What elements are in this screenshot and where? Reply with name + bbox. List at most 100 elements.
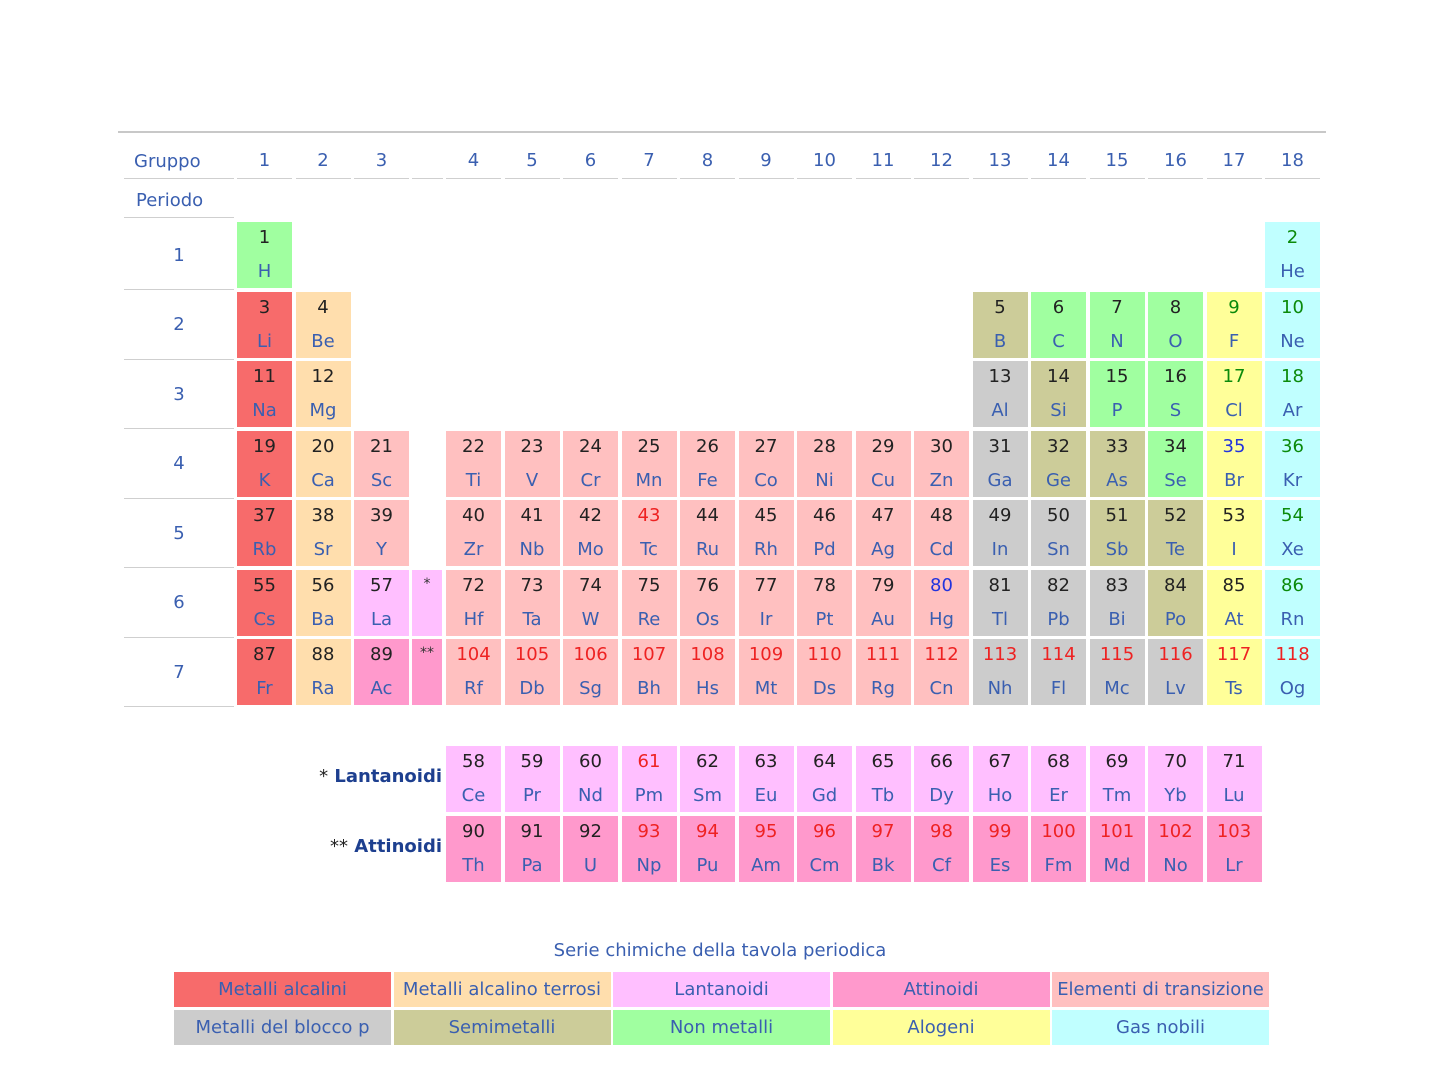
element-cell-gd[interactable]: 64 Gd — [797, 746, 852, 812]
element-cell-ba[interactable]: 56 Ba — [295, 569, 351, 636]
element-cell-bk[interactable]: 97 Bk — [855, 816, 911, 882]
element-cell-rb[interactable]: 37 Rb — [237, 500, 292, 566]
element-cell-sm[interactable]: 62 Sm — [680, 746, 735, 812]
element-cell-pd[interactable]: 46 Pd — [797, 500, 852, 566]
element-cell-mc[interactable]: 115 Mc — [1089, 639, 1145, 705]
element-cell-fl[interactable]: 114 Fl — [1031, 639, 1086, 705]
element-cell-rg[interactable]: 111 Rg — [855, 639, 911, 705]
element-cell-ts[interactable]: 117 Ts — [1206, 639, 1262, 705]
element-cell-xe[interactable]: 54 Xe — [1265, 500, 1320, 566]
element-cell-cu[interactable]: 29 Cu — [855, 430, 911, 497]
element-cell-yb[interactable]: 70 Yb — [1148, 746, 1203, 812]
element-cell-ne[interactable]: 10 Ne — [1265, 291, 1320, 358]
element-cell-lu[interactable]: 71 Lu — [1206, 746, 1262, 812]
element-cell-pr[interactable]: 59 Pr — [504, 746, 560, 812]
element-cell-cf[interactable]: 98 Cf — [914, 816, 969, 882]
element-cell-y[interactable]: 39 Y — [354, 500, 409, 566]
element-cell-np[interactable]: 93 Np — [621, 816, 677, 882]
element-cell-na[interactable]: 11 Na — [237, 361, 292, 427]
element-cell-ti[interactable]: 22 Ti — [446, 430, 501, 497]
element-cell-no[interactable]: 102 No — [1148, 816, 1203, 882]
element-cell-i[interactable]: 53 I — [1206, 500, 1262, 566]
element-cell-am[interactable]: 95 Am — [738, 816, 794, 882]
element-cell-li[interactable]: 3 Li — [237, 291, 292, 358]
element-cell-zn[interactable]: 30 Zn — [914, 430, 969, 497]
element-cell-kr[interactable]: 36 Kr — [1265, 430, 1320, 497]
element-cell-fm[interactable]: 100 Fm — [1031, 816, 1086, 882]
element-cell-ca[interactable]: 20 Ca — [295, 430, 351, 497]
element-cell-nh[interactable]: 113 Nh — [972, 639, 1028, 705]
element-cell-as[interactable]: 33 As — [1089, 430, 1145, 497]
element-cell-og[interactable]: 118 Og — [1265, 639, 1320, 705]
element-cell-pa[interactable]: 91 Pa — [504, 816, 560, 882]
element-cell-zr[interactable]: 40 Zr — [446, 500, 501, 566]
element-cell-fe[interactable]: 26 Fe — [680, 430, 735, 497]
element-cell-rh[interactable]: 45 Rh — [738, 500, 794, 566]
element-cell-tl[interactable]: 81 Tl — [972, 569, 1028, 636]
element-cell-pt[interactable]: 78 Pt — [797, 569, 852, 636]
element-cell-ga[interactable]: 31 Ga — [972, 430, 1028, 497]
element-cell-sb[interactable]: 51 Sb — [1089, 500, 1145, 566]
element-cell-po[interactable]: 84 Po — [1148, 569, 1203, 636]
element-cell-pu[interactable]: 94 Pu — [680, 816, 735, 882]
element-cell-os[interactable]: 76 Os — [680, 569, 735, 636]
element-cell-hs[interactable]: 108 Hs — [680, 639, 735, 705]
element-cell-k[interactable]: 19 K — [237, 430, 292, 497]
element-cell-la[interactable]: 57 La — [354, 569, 409, 636]
element-cell-p[interactable]: 15 P — [1089, 361, 1145, 427]
element-cell-co[interactable]: 27 Co — [738, 430, 794, 497]
element-cell-sr[interactable]: 38 Sr — [295, 500, 351, 566]
element-cell-hg[interactable]: 80 Hg — [914, 569, 969, 636]
element-cell-u[interactable]: 92 U — [563, 816, 618, 882]
element-cell-lr[interactable]: 103 Lr — [1206, 816, 1262, 882]
element-cell-br[interactable]: 35 Br — [1206, 430, 1262, 497]
element-cell-ac[interactable]: 89 Ac — [354, 639, 409, 705]
element-cell-at[interactable]: 85 At — [1206, 569, 1262, 636]
element-cell-he[interactable]: 2 He — [1265, 222, 1320, 288]
element-cell-eu[interactable]: 63 Eu — [738, 746, 794, 812]
element-cell-s[interactable]: 16 S — [1148, 361, 1203, 427]
element-cell-ru[interactable]: 44 Ru — [680, 500, 735, 566]
element-cell-au[interactable]: 79 Au — [855, 569, 911, 636]
element-cell-nd[interactable]: 60 Nd — [563, 746, 618, 812]
element-cell-cs[interactable]: 55 Cs — [237, 569, 292, 636]
element-cell-th[interactable]: 90 Th — [446, 816, 501, 882]
element-cell-tb[interactable]: 65 Tb — [855, 746, 911, 812]
element-cell-se[interactable]: 34 Se — [1148, 430, 1203, 497]
element-cell-cl[interactable]: 17 Cl — [1206, 361, 1262, 427]
element-cell-sg[interactable]: 106 Sg — [563, 639, 618, 705]
element-cell-pm[interactable]: 61 Pm — [621, 746, 677, 812]
element-cell-mo[interactable]: 42 Mo — [563, 500, 618, 566]
element-cell-ge[interactable]: 32 Ge — [1031, 430, 1086, 497]
element-cell-ni[interactable]: 28 Ni — [797, 430, 852, 497]
element-cell-sn[interactable]: 50 Sn — [1031, 500, 1086, 566]
element-cell-bi[interactable]: 83 Bi — [1089, 569, 1145, 636]
element-cell-ta[interactable]: 73 Ta — [504, 569, 560, 636]
element-cell-w[interactable]: 74 W — [563, 569, 618, 636]
element-cell-cm[interactable]: 96 Cm — [797, 816, 852, 882]
element-cell-rn[interactable]: 86 Rn — [1265, 569, 1320, 636]
element-cell-fr[interactable]: 87 Fr — [237, 639, 292, 705]
element-cell-cn[interactable]: 112 Cn — [914, 639, 969, 705]
element-cell-lv[interactable]: 116 Lv — [1148, 639, 1203, 705]
element-cell-cr[interactable]: 24 Cr — [563, 430, 618, 497]
element-cell-ds[interactable]: 110 Ds — [797, 639, 852, 705]
element-cell-ho[interactable]: 67 Ho — [972, 746, 1028, 812]
element-cell-ar[interactable]: 18 Ar — [1265, 361, 1320, 427]
element-cell-db[interactable]: 105 Db — [504, 639, 560, 705]
element-cell-in[interactable]: 49 In — [972, 500, 1028, 566]
element-cell-ag[interactable]: 47 Ag — [855, 500, 911, 566]
element-cell-al[interactable]: 13 Al — [972, 361, 1028, 427]
element-cell-nb[interactable]: 41 Nb — [504, 500, 560, 566]
element-cell-cd[interactable]: 48 Cd — [914, 500, 969, 566]
element-cell-v[interactable]: 23 V — [504, 430, 560, 497]
element-cell-ce[interactable]: 58 Ce — [446, 746, 501, 812]
element-cell-tc[interactable]: 43 Tc — [621, 500, 677, 566]
element-cell-rf[interactable]: 104 Rf — [446, 639, 501, 705]
